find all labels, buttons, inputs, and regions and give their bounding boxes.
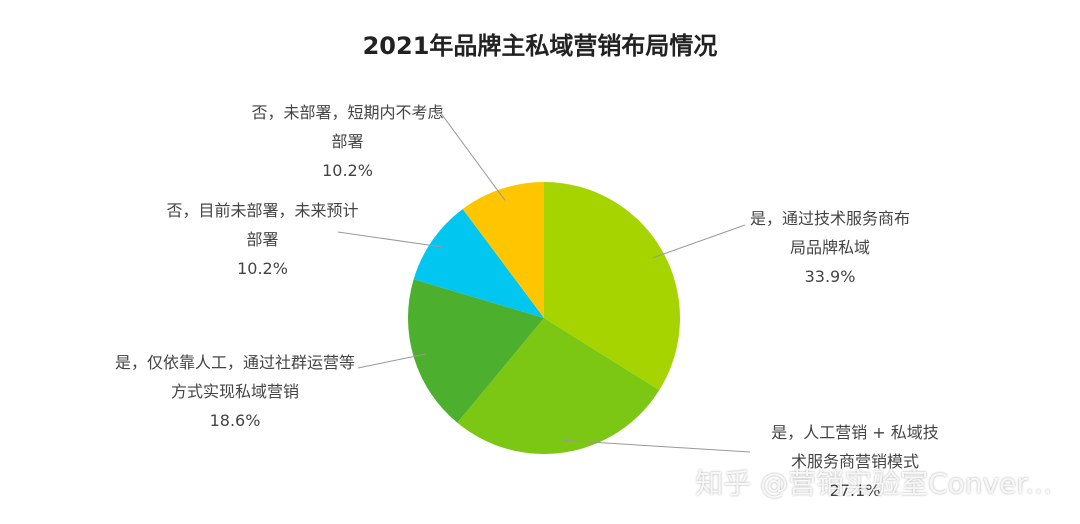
chart-title: 2021年品牌主私域营销布局情况: [362, 32, 718, 60]
value-label: 10.2%: [237, 259, 288, 278]
pie-slice: [462, 182, 544, 318]
slice-label: 是，仅依靠人工，通过社群运营等方式实现私域营销 18.6%: [115, 348, 355, 435]
leader-line: [337, 231, 443, 248]
slice-label: 否，目前未部署，未来预计部署 10.2%: [165, 196, 360, 283]
slice-label: 是，通过技术服务商布局品牌私域 33.9%: [745, 204, 915, 291]
pie-slice: [413, 208, 544, 318]
category-label: 否，未部署，短期内不考虑部署: [251, 103, 444, 151]
watermark: 知乎 @营销实验室Conver...: [695, 467, 1052, 500]
leader-line: [357, 353, 426, 369]
category-label: 是，人工营销 + 私域技术服务商营销模式: [771, 423, 939, 471]
slice-label: 是，人工营销 + 私域技术服务商营销模式 27.1%: [765, 418, 945, 505]
leader-line: [652, 224, 746, 259]
value-label: 27.1%: [829, 481, 881, 500]
slice-label: 否，未部署，短期内不考虑部署 10.2%: [245, 98, 450, 185]
value-label: 18.6%: [209, 411, 261, 430]
pie-slice: [408, 279, 544, 423]
category-label: 否，目前未部署，未来预计部署: [166, 201, 359, 249]
pie-slice: [544, 182, 680, 391]
value-label: 33.9%: [804, 267, 856, 286]
value-label: 10.2%: [322, 161, 373, 180]
pie-slice: [457, 318, 660, 454]
category-label: 是，通过技术服务商布局品牌私域: [749, 209, 910, 257]
leader-line: [563, 439, 751, 453]
category-label: 是，仅依靠人工，通过社群运营等方式实现私域营销: [115, 353, 356, 401]
leader-line: [439, 111, 506, 201]
